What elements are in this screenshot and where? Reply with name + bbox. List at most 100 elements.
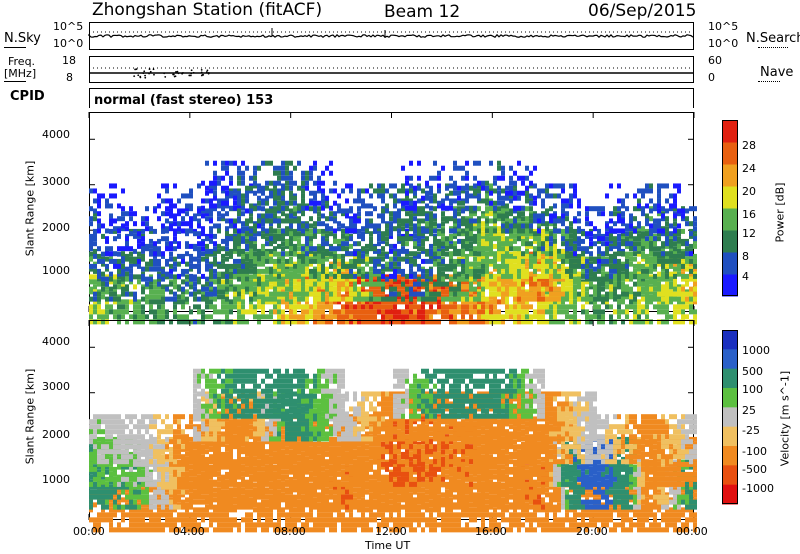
power-cell bbox=[525, 261, 529, 267]
power-cell bbox=[145, 226, 149, 232]
power-cell bbox=[229, 309, 233, 315]
power-cell bbox=[97, 218, 101, 224]
power-cell bbox=[405, 289, 409, 295]
power-cell bbox=[653, 263, 657, 269]
power-cell bbox=[593, 276, 597, 282]
power-cell bbox=[93, 296, 97, 302]
power-cell bbox=[509, 309, 513, 315]
power-cell bbox=[213, 251, 217, 257]
power-cell bbox=[273, 304, 277, 310]
power-cell bbox=[605, 241, 609, 247]
power-cell bbox=[205, 266, 209, 272]
power-cell bbox=[569, 304, 573, 310]
power-cell bbox=[185, 193, 189, 199]
power-cell bbox=[521, 281, 525, 287]
power-cell bbox=[665, 243, 669, 249]
power-cell bbox=[277, 228, 281, 234]
power-cell bbox=[165, 296, 169, 302]
power-cell bbox=[433, 160, 437, 166]
power-cell bbox=[501, 195, 505, 201]
power-cell bbox=[381, 273, 385, 279]
power-cell bbox=[249, 175, 253, 181]
power-cell bbox=[437, 309, 441, 315]
power-cell bbox=[397, 299, 401, 305]
power-cell bbox=[249, 268, 253, 274]
power-cell bbox=[161, 228, 165, 234]
power-cell bbox=[173, 183, 177, 189]
power-cell bbox=[669, 263, 673, 269]
power-cell bbox=[553, 203, 557, 209]
power-cell bbox=[349, 268, 353, 274]
power-cell bbox=[445, 314, 449, 320]
power-cell bbox=[153, 228, 157, 234]
power-cell bbox=[609, 258, 613, 264]
power-cell bbox=[469, 271, 473, 277]
power-cell bbox=[229, 218, 233, 224]
power-cell bbox=[561, 218, 565, 224]
power-cell bbox=[465, 223, 469, 229]
power-cell bbox=[673, 286, 677, 292]
power-cell bbox=[429, 309, 433, 315]
power-cell bbox=[665, 231, 669, 237]
power-cell bbox=[101, 271, 105, 277]
power-cell bbox=[449, 299, 453, 305]
power-cell bbox=[517, 291, 521, 297]
power-cell bbox=[581, 238, 585, 244]
power-cell bbox=[449, 251, 453, 257]
power-cell bbox=[481, 291, 485, 297]
power-cell bbox=[405, 279, 409, 285]
power-cell bbox=[613, 258, 617, 264]
power-cell bbox=[453, 165, 457, 171]
power-cell bbox=[393, 299, 397, 305]
power-cell bbox=[393, 276, 397, 282]
power-cell bbox=[181, 268, 185, 274]
power-cell bbox=[181, 279, 185, 285]
power-cell bbox=[533, 309, 537, 315]
power-cell bbox=[249, 228, 253, 234]
power-cell bbox=[489, 251, 493, 257]
power-cell bbox=[597, 268, 601, 274]
power-cell bbox=[433, 236, 437, 242]
power-cell bbox=[117, 299, 121, 305]
power-cell bbox=[241, 228, 245, 234]
power-cell bbox=[261, 228, 265, 234]
power-cell bbox=[537, 246, 541, 252]
vel-cell bbox=[97, 522, 101, 528]
power-colorbar-swatch-0 bbox=[722, 274, 738, 297]
power-cell bbox=[417, 221, 421, 227]
power-cell bbox=[549, 251, 553, 257]
power-cell bbox=[97, 273, 101, 279]
power-cell bbox=[669, 296, 673, 302]
power-cell bbox=[405, 294, 409, 300]
power-cell bbox=[673, 216, 677, 222]
power-cell bbox=[433, 296, 437, 302]
power-cell bbox=[441, 228, 445, 234]
power-cell bbox=[109, 221, 113, 227]
power-cell bbox=[141, 314, 145, 320]
power-cell bbox=[141, 309, 145, 315]
power-cell bbox=[269, 268, 273, 274]
power-cell bbox=[157, 281, 161, 287]
power-cell bbox=[241, 258, 245, 264]
power-cell bbox=[681, 266, 685, 272]
power-cell bbox=[333, 266, 337, 272]
power-cell bbox=[317, 261, 321, 267]
power-cell bbox=[177, 243, 181, 249]
power-cell bbox=[561, 198, 565, 204]
power-cell bbox=[313, 273, 317, 279]
power-cell bbox=[269, 251, 273, 257]
power-cell bbox=[421, 291, 425, 297]
power-cell bbox=[405, 241, 409, 247]
power-cell bbox=[393, 279, 397, 285]
power-cell bbox=[525, 319, 529, 325]
power-cell bbox=[641, 286, 645, 292]
power-cell bbox=[485, 314, 489, 320]
power-cell bbox=[405, 309, 409, 315]
power-cell bbox=[465, 160, 469, 166]
power-cell bbox=[141, 248, 145, 254]
power-cell bbox=[445, 284, 449, 290]
power-cell bbox=[625, 223, 629, 229]
power-cell bbox=[121, 258, 125, 264]
power-cell bbox=[253, 190, 257, 196]
power-cell bbox=[373, 248, 377, 254]
